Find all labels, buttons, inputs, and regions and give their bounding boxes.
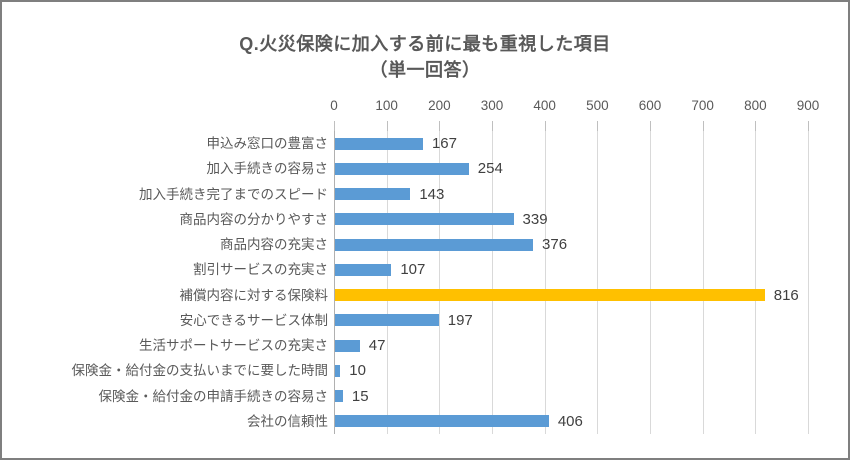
bar-value-label: 143 [419,185,445,203]
x-axis-tick-mark [597,121,599,131]
bar-value-label: 107 [400,261,426,279]
x-axis-tick-mark [544,121,546,131]
x-axis-tick-mark [334,121,335,131]
bar-value-label: 167 [431,135,457,152]
bar-5 [335,263,392,276]
category-label: 会社の信頼性 [247,413,328,429]
gridline [544,131,546,434]
bar-value-label: 406 [557,412,583,430]
x-axis-tick-mark [386,121,388,131]
bar-value-label: 376 [542,236,568,253]
x-axis-tick-label: 600 [638,98,662,113]
bar-value-label: 10 [349,362,366,380]
bar-11 [335,415,549,428]
bar-value-label: 47 [368,337,386,354]
bar-value-label: 339 [522,210,548,228]
gridline [597,131,599,434]
x-axis-tick-label: 0 [330,98,338,113]
bar-value-label: 816 [773,286,799,304]
bar-value-label: 197 [447,311,473,329]
x-axis-tick-mark [755,121,757,131]
bar-4 [335,238,534,251]
x-axis-tick-mark [439,121,441,131]
x-axis-tick-mark [808,121,809,131]
category-label: 生活サポートサービスの充実さ [139,338,328,353]
x-axis-tick-label: 400 [533,98,556,113]
x-axis-tick-label: 700 [691,98,714,113]
bar-0 [335,137,423,150]
x-axis-tick-label: 200 [428,98,451,113]
x-axis-tick-label: 800 [744,98,767,113]
value-axis-line [334,131,335,434]
chart-title: Q.火災保険に加入する前に最も重視した項目 [239,34,611,54]
x-axis-tick-label: 500 [586,98,609,113]
category-label: 安心できるサービス体制 [179,312,328,328]
chart-subtitle: （単一回答） [369,60,481,80]
gridline [492,131,493,434]
category-label: 補償内容に対する保険料 [179,287,329,303]
bar-6 [335,289,765,302]
bar-value-label: 254 [477,160,503,178]
bar-9 [335,364,341,377]
category-label: 商品内容の充実さ [220,237,328,252]
x-axis-tick-label: 900 [796,98,820,113]
category-label: 加入手続きの容易さ [206,161,329,177]
category-label: 保険金・給付金の申請手続きの容易さ [98,388,329,404]
bar-8 [335,339,360,352]
x-axis-tick-mark [650,121,651,131]
category-label: 加入手続き完了までのスピード [139,186,328,202]
category-label: 割引サービスの充実さ [193,262,328,278]
category-label: 申込み窓口の豊富さ [206,136,329,151]
gridline [702,131,704,434]
bar-value-label: 15 [351,387,369,405]
x-axis-tick-label: 100 [375,98,398,113]
gridline [755,131,757,434]
x-axis-tick-mark [702,121,704,131]
bar-3 [335,213,514,226]
gridline [439,131,441,434]
bar-7 [335,314,439,327]
gridline [808,131,809,434]
gridline [650,131,651,434]
bar-1 [335,162,469,175]
category-label: 保険金・給付金の支払いまでに要した時間 [71,363,329,379]
bar-10 [335,390,343,403]
category-label: 商品内容の分かりやすさ [179,211,329,227]
gridline [386,131,388,434]
x-axis-tick-label: 300 [480,98,504,113]
x-axis-tick-mark [492,121,493,131]
bar-2 [335,188,411,201]
